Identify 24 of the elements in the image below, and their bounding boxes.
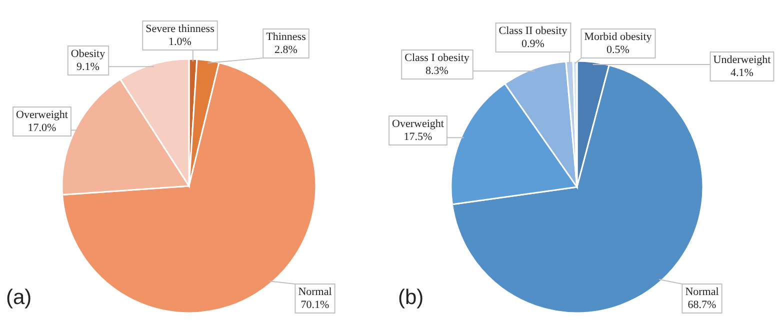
- slice-label: Underweight: [713, 54, 771, 66]
- slice-label: Class II obesity: [498, 25, 568, 37]
- slice-label: Normal: [298, 286, 332, 298]
- data-label: 0.5%: [606, 44, 630, 56]
- slice-label: Class I obesity: [404, 52, 470, 64]
- data-label: 4.1%: [730, 67, 754, 79]
- text: (b): [398, 286, 424, 309]
- slice-label: Normal: [685, 286, 719, 298]
- data-label: 9.1%: [76, 61, 100, 73]
- data-label: 0.9%: [522, 38, 544, 50]
- data-label: 1.0%: [168, 36, 192, 48]
- data-label: 68.7%: [688, 299, 716, 311]
- text: (a): [6, 286, 32, 309]
- slice-label: Thinness: [266, 31, 306, 43]
- data-label: 17.5%: [404, 131, 432, 143]
- data-label: 70.1%: [300, 299, 330, 311]
- slice-label: Obesity: [70, 48, 106, 60]
- slice-label: Overweight: [16, 109, 68, 121]
- slice-label: Severe thinness: [146, 23, 214, 35]
- data-label: 2.8%: [274, 44, 298, 56]
- slice-label: Morbid obesity: [584, 31, 652, 43]
- data-label: 8.3%: [426, 65, 448, 77]
- slice-label: Overweight: [392, 118, 444, 130]
- data-label: 17.0%: [28, 122, 56, 134]
